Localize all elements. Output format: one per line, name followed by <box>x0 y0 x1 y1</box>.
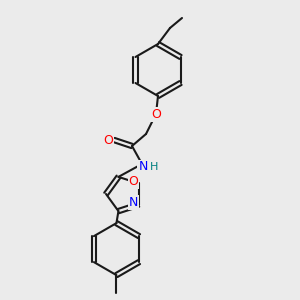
Text: O: O <box>129 175 139 188</box>
Text: O: O <box>151 107 161 121</box>
Text: H: H <box>150 162 158 172</box>
Text: O: O <box>103 134 113 146</box>
Text: N: N <box>129 196 138 209</box>
Text: N: N <box>138 160 148 173</box>
